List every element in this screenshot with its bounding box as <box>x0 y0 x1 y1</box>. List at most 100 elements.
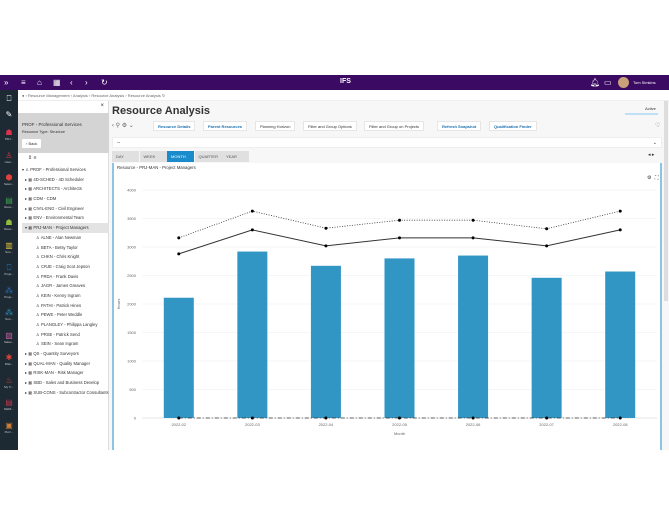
data-point <box>324 226 328 230</box>
rail-item[interactable]: ♙ User... <box>0 151 18 164</box>
rail-item[interactable]: ⎕ Proje... <box>0 263 18 276</box>
tree-node[interactable]: ♙ BETA - Betsy Taylor <box>22 243 110 253</box>
rail-item[interactable]: ✱ Risk... <box>0 353 18 366</box>
command-button[interactable]: Planning Horizon <box>255 121 296 131</box>
scroll-arrows[interactable]: ◂ ▸ <box>648 152 655 158</box>
tab-quarter[interactable]: QUARTER <box>194 151 222 162</box>
y-tick-label: 2500 <box>127 273 137 278</box>
rail-item[interactable]: ▤ DERI... <box>0 398 18 411</box>
node-label: RISK-MAN - Risk Manager <box>33 370 84 376</box>
filter-bar[interactable]: -- ⌄ <box>112 137 662 148</box>
expand-toggle-icon[interactable]: ▸ <box>25 176 28 182</box>
tree-node[interactable]: ▸ ▦ SBD - Sales and Business Develop <box>22 378 110 388</box>
rail-item[interactable]: ▣ Purc... <box>0 421 18 434</box>
rail-item[interactable]: ▧ Sales... <box>0 331 18 344</box>
rail-item[interactable]: ⬢ Selec... <box>0 173 18 186</box>
command-button[interactable]: Parent Resources <box>203 121 248 131</box>
tab-day[interactable]: DAY <box>112 151 139 162</box>
command-button[interactable]: Filter and Group Options <box>303 121 357 131</box>
expand-toggle-icon[interactable]: ▸ <box>25 370 28 376</box>
bell-icon[interactable]: 🔔︎ <box>590 78 601 87</box>
bar <box>605 271 636 418</box>
tree-node[interactable]: ♙ KEIN - Kenny Ingram <box>22 291 110 301</box>
refresh-icon[interactable]: ↻ <box>161 93 166 98</box>
y-tick-label: 3500 <box>127 216 137 221</box>
command-button[interactable]: Filter and Group on Projects <box>364 121 425 131</box>
tree-node[interactable]: ♙ CHKN - Chris Knight <box>22 252 110 262</box>
tab-week[interactable]: WEEK <box>139 151 167 162</box>
expand-toggle-icon[interactable]: ▸ <box>25 351 28 357</box>
tree-node[interactable]: ▾ ▦ PRJ-MAN - Project Managers <box>22 223 110 233</box>
expand-toggle-icon[interactable]: ▸ <box>25 389 28 395</box>
data-point <box>324 244 328 248</box>
tree-node[interactable]: ▸ ▦ QUAL-MAN - Quality Manager <box>22 359 110 369</box>
rail-item[interactable]: ▥ Sun... <box>0 241 18 254</box>
tree-node[interactable]: ▸ ▦ QS - Quantity Surveyors <box>22 349 110 359</box>
tree-node[interactable]: ▸ ▦ SUB-CONS - Subcontractor Consultants <box>22 388 110 398</box>
tree-node[interactable]: ♙ PRSE - Patrick Send <box>22 330 110 340</box>
expand-toggle-icon[interactable]: ▸ <box>25 205 28 211</box>
tree-node[interactable]: ♙ PLANGLEY - Philippa Langley <box>22 320 110 330</box>
rail-item[interactable]: ⁂ Sun... <box>0 308 18 321</box>
tab-month[interactable]: MONTH <box>167 151 194 162</box>
expand-toggle-icon[interactable]: ▸ <box>25 196 28 202</box>
command-button[interactable]: Resource Details <box>153 121 196 131</box>
node-type-icon: ♙ <box>36 234 40 240</box>
apps-icon[interactable]: ▦ <box>53 78 61 87</box>
home-icon[interactable]: ● › <box>22 93 28 98</box>
avatar[interactable] <box>618 77 629 88</box>
home-icon[interactable]: ⌂ <box>37 78 42 87</box>
rail-item[interactable]: ☗ Reso... <box>0 218 18 231</box>
expand-toggle-icon[interactable]: ▾ <box>22 167 25 172</box>
tree-node[interactable]: ▸ ▦ ENV - Environmental Team <box>22 213 110 223</box>
rail-label: Sales... <box>3 339 14 344</box>
breadcrumb-path[interactable]: Resource Management › Analysis › Resourc… <box>27 93 161 98</box>
expand-toggle-icon[interactable]: ▸ <box>25 215 28 221</box>
rail-item[interactable]: ▤ Reso... <box>0 196 18 209</box>
rail-item[interactable]: ☗ PRJ... <box>0 128 18 141</box>
expand-toggle-icon[interactable]: ▾ <box>25 225 28 231</box>
rail-item[interactable]: ♨ My Ti... <box>0 376 18 389</box>
expand-toggle-icon[interactable]: ▸ <box>25 186 28 192</box>
toolbar-icons[interactable]: ‹ ⚲ ⚙ ⌄ <box>112 123 134 129</box>
tree-node[interactable]: ♙ PEWE - Peter Weddle <box>22 310 110 320</box>
tree-node[interactable]: ▸ ▦ 4D-SCHED - 4D Scheduler <box>22 175 110 185</box>
expand-icon[interactable]: » <box>4 78 9 87</box>
rail-item[interactable]: ⁂ Proje... <box>0 286 18 299</box>
edit-icon[interactable]: ✎ <box>5 110 13 119</box>
expand-toggle-icon[interactable]: ▸ <box>25 360 28 366</box>
back-icon[interactable]: ‹ <box>70 78 73 87</box>
bookmark-icon[interactable]: ⎕ <box>6 94 12 103</box>
node-label: ARCHITECTS - Architects <box>33 186 82 192</box>
close-icon[interactable]: × <box>100 103 104 109</box>
node-type-icon: ♙ <box>36 263 40 269</box>
scrollbar[interactable] <box>664 101 668 301</box>
tree-node[interactable]: ♙ ALNE - Alan Newman <box>22 233 110 243</box>
back-button[interactable]: ‹ Back <box>22 139 42 148</box>
user-name[interactable]: Tom Simkins <box>633 80 656 85</box>
tree-node[interactable]: ▸ ▦ RISK-MAN - Risk Manager <box>22 368 110 378</box>
command-button[interactable]: Refresh Snapshot <box>437 121 482 131</box>
tree-node[interactable]: ▸ ▦ CDM - CDM <box>22 194 110 204</box>
notes-icon[interactable]: ▭ <box>604 78 612 87</box>
tree-node[interactable]: ♙ CRJE - Craig Scot Jepson <box>22 262 110 272</box>
node-type-icon: ▦ <box>28 215 33 221</box>
tree-node[interactable]: ▸ ▦ ARCHITECTS - Architects <box>22 184 110 194</box>
tree-node[interactable]: ♙ FRDA - Frank Davis <box>22 272 110 282</box>
tree-node[interactable]: ♙ SEIN - Sean Ingram <box>22 339 110 349</box>
tab-year[interactable]: YEAR <box>222 151 249 162</box>
command-button[interactable]: Qualification Finder <box>489 121 537 131</box>
expand-toggle-icon[interactable]: ▸ <box>25 380 28 386</box>
refresh-icon[interactable]: ↻ <box>101 78 108 87</box>
menu-icon[interactable]: ≡ <box>21 78 26 87</box>
forward-icon[interactable]: › <box>85 78 88 87</box>
fullscreen-icon[interactable]: ⛶ <box>655 175 659 181</box>
tree-node[interactable]: ▾ ♙ PROF - Professional Services <box>22 165 110 175</box>
heart-icon[interactable]: ♡ <box>655 123 661 129</box>
tree-node[interactable]: ▸ ▦ CIVIL-ENG - Civil Engineer <box>22 204 110 214</box>
tree-toolbar[interactable]: ⇕ ≡ <box>28 155 37 161</box>
tree-node[interactable]: ♙ JAGR - James Greaves <box>22 281 110 291</box>
tree-node[interactable]: ♙ PATHI - Patrick Hines <box>22 301 110 311</box>
settings-icon[interactable]: ⚙ <box>647 175 652 181</box>
node-type-icon: ♙ <box>36 322 40 327</box>
